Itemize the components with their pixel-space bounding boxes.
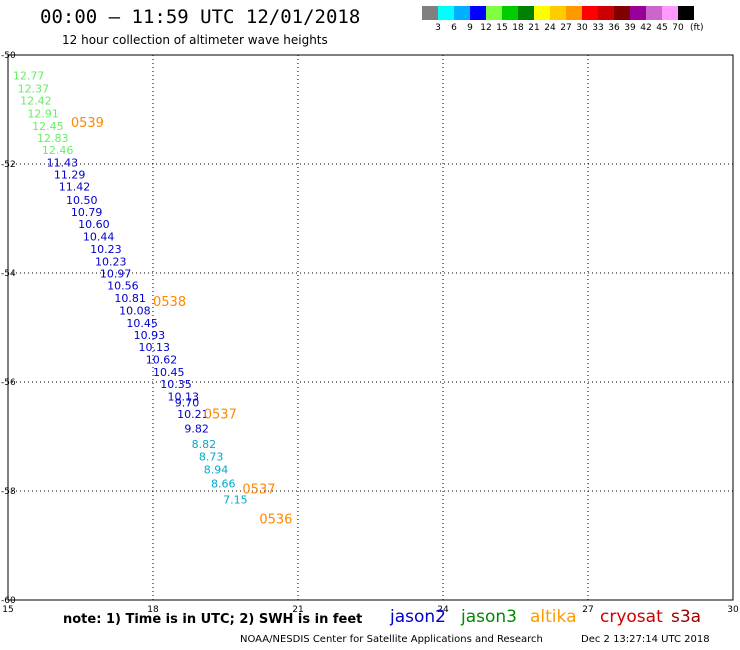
legend-swatch [486,6,502,20]
wave-height-value: 12.83 [37,132,69,145]
wave-height-value: 8.94 [204,464,229,477]
wave-height-value: 10.13 [168,391,200,404]
lat-tick-label: -50 [1,51,16,61]
lon-tick-label: 27 [582,605,593,615]
wave-height-value: 11.42 [59,181,91,194]
legend-label: 9 [467,23,473,33]
page-title: 00:00 – 11:59 UTC 12/01/2018 [40,6,361,28]
wave-height-value: 10.50 [66,194,98,207]
pass-time-label: 0539 [71,116,104,131]
legend-swatch [470,6,486,20]
legend-label: 39 [624,23,636,33]
wave-height-value: 8.82 [192,438,217,451]
legend-label: 3 [435,23,441,33]
wave-height-value: 12.45 [32,120,64,133]
wave-height-value: 12.46 [42,144,73,157]
legend-swatch [662,6,678,20]
generated-timestamp: Dec 2 13:27:14 UTC 2018 [581,634,710,645]
wave-height-value: 8.73 [199,450,224,463]
map-frame [7,54,734,601]
wave-height-value: 10.21 [177,408,209,421]
wave-height-value: 11.29 [54,169,86,182]
lon-tick-label: 21 [292,605,303,615]
legend-swatch [438,6,454,20]
legend-swatch [422,6,438,20]
wave-height-value: 10.60 [78,218,110,231]
legend-swatch [518,6,534,20]
wave-height-value: 11.43 [47,157,79,170]
satellite-name-cryosat: cryosat [600,607,663,627]
pass-time-label: 0538 [153,295,186,310]
wave-height-value: 10.93 [134,329,166,342]
legend-swatch [630,6,646,20]
legend-label: 42 [640,23,652,33]
satellite-name-s3a: s3a [671,607,702,627]
wave-height-value: 10.79 [71,206,103,219]
wave-height-value: 10.81 [114,292,146,305]
legend-swatch [550,6,566,20]
lat-tick-label: -58 [1,487,16,497]
legend-swatch [534,6,550,20]
wave-height-value: 7.15 [223,494,248,507]
legend-label: 12 [480,23,492,33]
legend-swatch [566,6,582,20]
wave-height-value: 12.37 [18,83,49,96]
wave-height-value: 10.45 [153,366,185,379]
wave-height-value: 10.97 [100,267,132,280]
wave-height-value: 10.44 [83,230,115,243]
legend-swatch [582,6,598,20]
wave-height-value: 12.77 [13,70,45,83]
lat-tick-label: -52 [1,160,16,170]
wave-height-value: 10.23 [95,255,127,268]
wave-height-value: 12.42 [20,95,52,108]
legend-label: 33 [592,23,604,33]
legend-swatch [614,6,630,20]
footer-note: note: 1) Time is in UTC; 2) SWH is in fe… [63,612,363,627]
legend-label: 21 [528,23,540,33]
legend-swatch [454,6,470,20]
wave-height-value: 9.82 [184,423,209,436]
wave-height-value: 8.66 [211,478,236,491]
wave-height-value: 10.08 [119,304,150,317]
satellite-name-altika: altika [530,607,577,627]
legend-label: 15 [496,23,508,33]
wave-height-value: 10.56 [107,279,139,292]
legend-label: 70 [672,23,684,33]
legend-label: 27 [560,23,572,33]
wave-height-value: 9.70 [175,397,200,410]
legend-label: 6 [451,23,457,33]
pass-time-label: 0536 [259,513,292,528]
lon-tick-label: 30 [727,605,739,615]
lon-tick-label: 15 [2,605,13,615]
page-subtitle: 12 hour collection of altimeter wave hei… [62,33,328,47]
credit-line: NOAA/NESDIS Center for Satellite Applica… [240,634,543,645]
legend-swatch [678,6,694,20]
legend-swatch [502,6,518,20]
wave-height-value: 10.23 [90,243,122,256]
legend-label: 36 [608,23,620,33]
pass-time-label: 0537 [242,483,275,498]
lat-tick-label: -60 [1,596,16,606]
lon-tick-label: 24 [437,605,449,615]
pass-time-label: 0537 [204,408,237,423]
wave-height-value: 10.35 [160,378,192,391]
legend-unit: (ft) [690,23,704,33]
satellite-name-jason3: jason3 [461,607,517,627]
legend-swatch [646,6,662,20]
wave-height-value: 10.62 [146,353,178,366]
legend-label: 45 [656,23,668,33]
wave-height-value: 10.13 [139,341,171,354]
legend-swatch [598,6,614,20]
wave-height-value: 12.91 [27,108,59,121]
legend-label: 30 [576,23,588,33]
lon-tick-label: 18 [147,605,159,615]
legend-label: 24 [544,23,556,33]
legend-label: 18 [512,23,524,33]
lat-tick-label: -54 [1,269,16,279]
satellite-name-jason2: jason2 [390,607,446,627]
lat-tick-label: -56 [1,378,16,388]
wave-height-value: 10.45 [126,317,157,330]
